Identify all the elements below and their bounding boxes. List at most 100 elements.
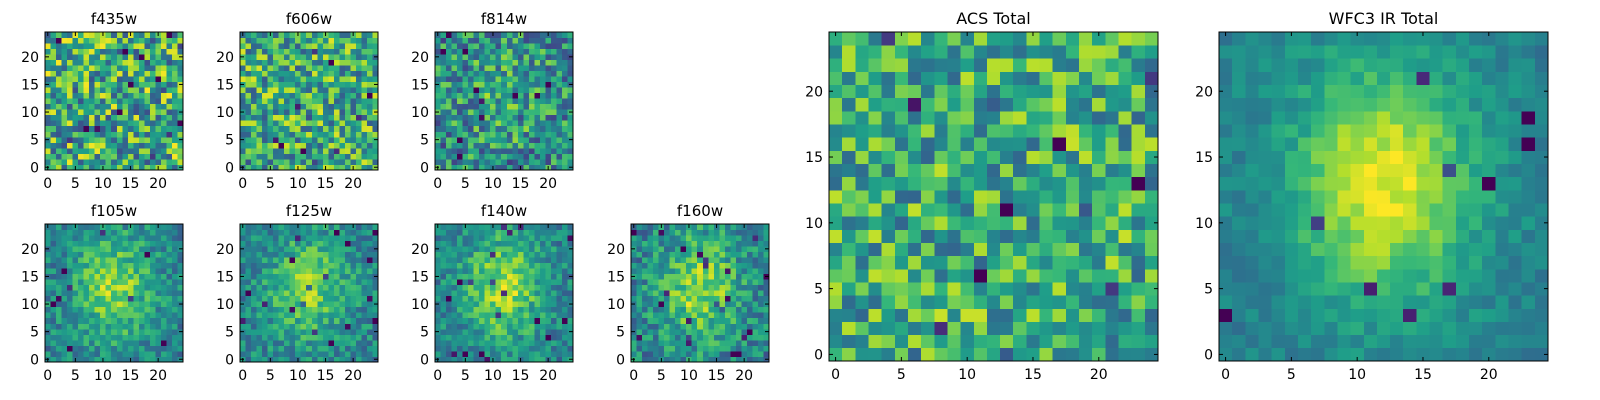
heatmap-cell — [278, 147, 285, 154]
heatmap-cell — [539, 295, 546, 302]
heatmap-cell — [512, 339, 519, 346]
heatmap-cell — [240, 98, 246, 105]
heatmap-cell — [149, 301, 156, 308]
heatmap-cell — [1013, 334, 1027, 349]
heatmap-cell — [350, 136, 357, 143]
heatmap-cell — [735, 334, 742, 341]
heatmap-cell — [484, 32, 491, 38]
heatmap-cell — [501, 240, 508, 247]
heatmap-cell — [451, 290, 458, 297]
heatmap-cell — [149, 81, 156, 88]
heatmap-cell — [289, 59, 296, 66]
heatmap-cell — [72, 59, 79, 66]
heatmap-cell — [251, 65, 257, 72]
heatmap-cell — [333, 125, 340, 132]
y-tick-label: 5 — [30, 325, 39, 341]
heatmap-cell — [479, 81, 486, 88]
heatmap-cell — [317, 290, 324, 297]
heatmap-cell — [245, 251, 252, 258]
heatmap-cell — [322, 158, 329, 165]
heatmap-cell — [1026, 242, 1040, 257]
heatmap-cell — [116, 125, 123, 132]
heatmap-cell — [752, 246, 759, 252]
heatmap-cell — [289, 268, 296, 275]
heatmap-cell — [256, 87, 263, 94]
heatmap-cell — [664, 279, 671, 286]
heatmap-cell — [462, 65, 469, 72]
heatmap-cell — [1000, 308, 1014, 322]
heatmap-cell — [50, 224, 57, 230]
heatmap-cell — [94, 48, 101, 55]
heatmap-cell — [550, 65, 557, 72]
heatmap-cell — [752, 251, 759, 258]
heatmap-cell — [111, 312, 118, 319]
heatmap-cell — [934, 295, 948, 309]
axes-frame — [239, 31, 379, 171]
heatmap-cell — [149, 114, 156, 121]
heatmap-cell — [539, 240, 546, 247]
heatmap-cell — [642, 306, 648, 313]
heatmap-cell — [61, 76, 68, 83]
heatmap-cell — [741, 295, 748, 302]
heatmap-cell — [550, 109, 557, 116]
heatmap-cell — [545, 317, 552, 324]
heatmap-cell — [122, 76, 129, 83]
heatmap-cell — [127, 37, 134, 44]
heatmap-cell — [278, 273, 285, 280]
heatmap-cell — [322, 81, 329, 88]
heatmap-cell — [278, 290, 285, 297]
heatmap-cell — [56, 350, 62, 357]
heatmap-cell — [245, 114, 252, 121]
heatmap-cell — [177, 295, 184, 302]
heatmap-cell — [567, 103, 574, 110]
heatmap-cell — [267, 54, 274, 60]
y-tick-label: 0 — [225, 352, 234, 368]
heatmap-cell — [512, 114, 519, 121]
heatmap-cell — [361, 306, 368, 313]
heatmap-cell — [636, 257, 643, 264]
heatmap-cell — [322, 43, 329, 49]
heatmap-cell — [333, 54, 340, 60]
heatmap-cell — [155, 339, 162, 346]
heatmap-cell — [495, 262, 502, 269]
heatmap-cell — [177, 43, 184, 49]
heatmap-cell — [317, 158, 324, 165]
heatmap-cell — [473, 301, 480, 308]
heatmap-cell — [155, 37, 162, 44]
heatmap-cell — [300, 306, 307, 313]
heatmap-cell — [355, 229, 362, 236]
heatmap-cell — [446, 98, 452, 105]
heatmap-cell — [457, 147, 463, 154]
heatmap-cell — [457, 32, 463, 38]
heatmap-cell — [567, 334, 574, 341]
heatmap-cell — [267, 323, 274, 330]
heatmap-cell — [545, 334, 552, 341]
heatmap-cell — [251, 164, 257, 171]
heatmap-cell — [855, 282, 869, 296]
heatmap-cell — [50, 92, 57, 99]
heatmap-cell — [72, 120, 79, 127]
heatmap-cell — [105, 257, 112, 264]
heatmap-cell — [284, 48, 291, 55]
heatmap-cell — [435, 37, 441, 44]
heatmap-cell — [1144, 176, 1159, 191]
heatmap-cell — [289, 356, 296, 363]
heatmap-cell — [355, 120, 362, 127]
heatmap-cell — [339, 345, 346, 352]
heatmap-cell — [289, 131, 296, 138]
heatmap-cell — [713, 301, 720, 308]
heatmap-cell — [311, 43, 318, 49]
heatmap-cell — [116, 224, 123, 230]
heatmap-cell — [539, 339, 546, 346]
heatmap-cell — [317, 229, 324, 236]
heatmap-cell — [83, 48, 90, 55]
y-tick-label: 0 — [616, 352, 625, 368]
heatmap-cell — [171, 240, 178, 247]
y-tick-label: 15 — [411, 269, 429, 285]
heatmap-cell — [89, 114, 96, 121]
heatmap-cell — [675, 240, 682, 247]
x-tick-label: 5 — [657, 368, 666, 384]
heatmap-cell — [289, 323, 296, 330]
heatmap-cell — [653, 312, 659, 319]
heatmap-cell — [240, 317, 246, 324]
